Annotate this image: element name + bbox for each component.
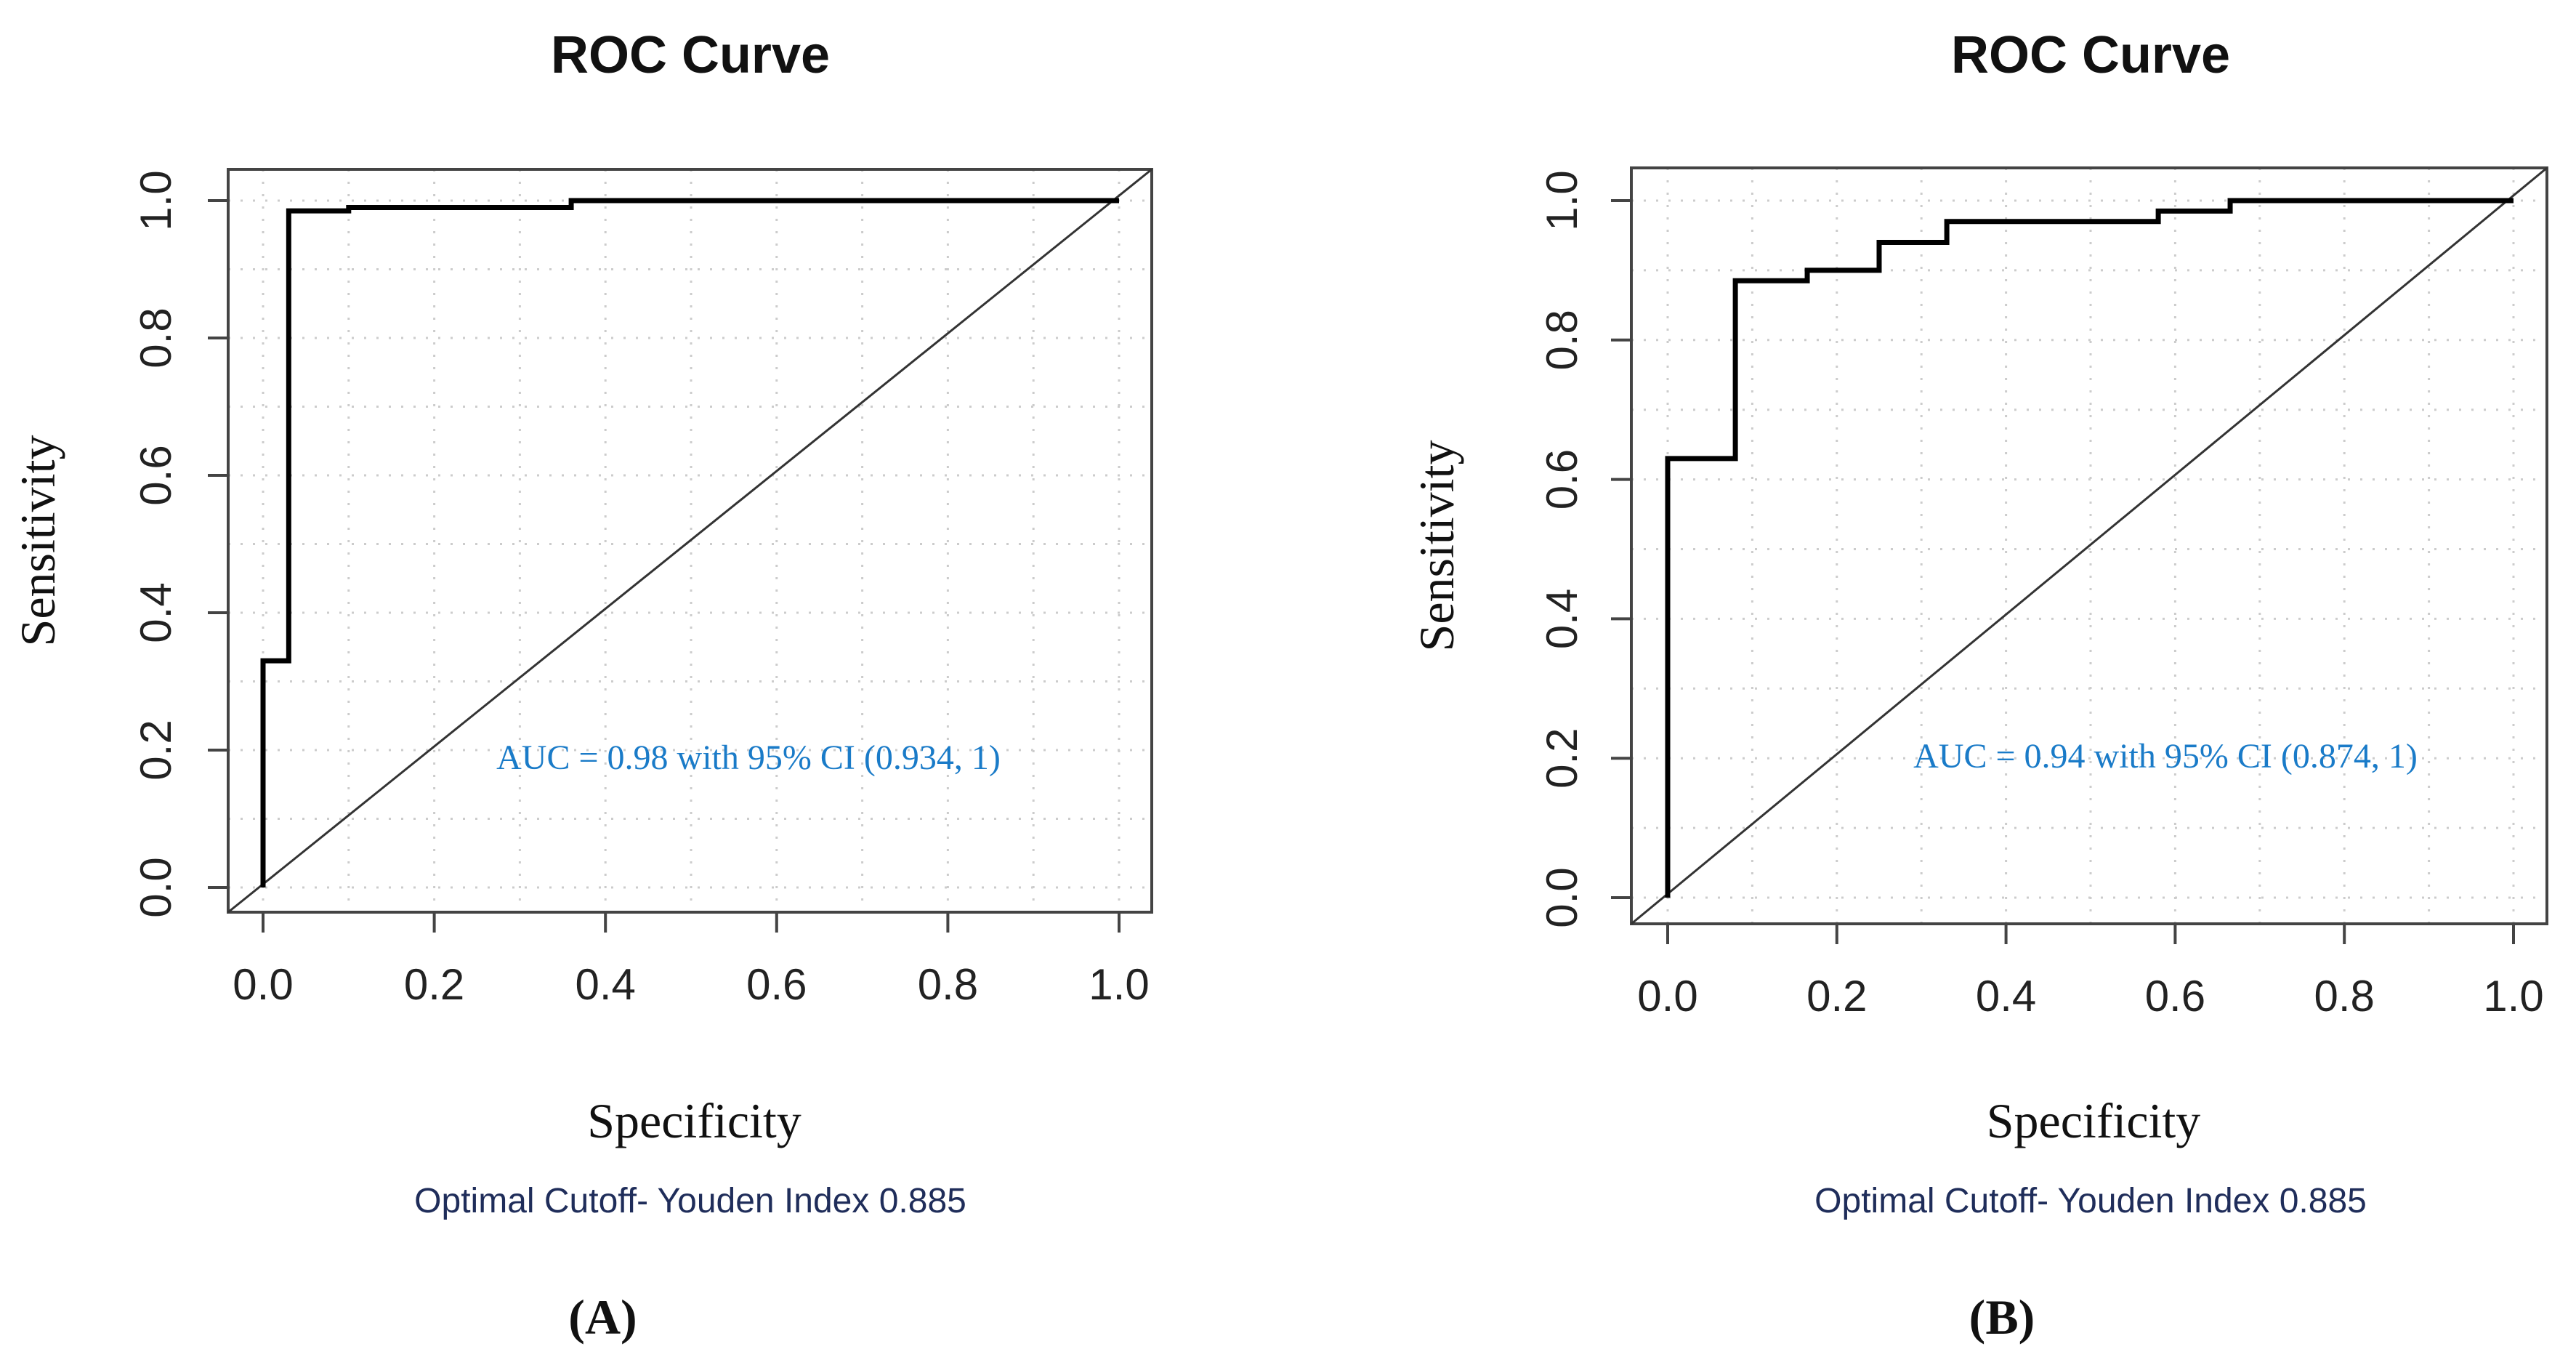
- plot-frame: [1630, 166, 2548, 925]
- x-tick-label: 0.8: [2314, 972, 2374, 1020]
- y-tick-label: 0.6: [132, 445, 180, 505]
- x-tick-label: 0.0: [233, 960, 293, 1009]
- roc-panel-a: 0.0 0.2 0.4 0.6 0.8 1.0 0.0 0.2 0.4 0.6 0.8 1.0 ROC …: [10, 26, 1153, 1345]
- y-tick-label: 0.8: [132, 307, 180, 368]
- roc-panel-b: 0.0 0.2 0.4 0.6 0.8 1.0 0.0 0.2 0.4 0.6 0.8 1.0 ROC …: [1409, 26, 2548, 1345]
- x-tick-label: 0.4: [575, 960, 635, 1009]
- chart-title: ROC Curve: [1951, 26, 2230, 84]
- youden-footnote: Optimal Cutoff- Youden Index 0.885: [414, 1182, 966, 1220]
- x-tick-label: 0.6: [2145, 972, 2205, 1020]
- y-tick-label: 1.0: [1538, 170, 1586, 230]
- y-tick-label: 0.4: [1538, 589, 1586, 649]
- x-tick-label: 0.2: [1806, 972, 1867, 1020]
- panel-label: (B): [1969, 1289, 2035, 1345]
- x-tick-label: 1.0: [2483, 972, 2543, 1020]
- roc-curve-line: [1665, 198, 2514, 898]
- y-tick-label: 0.6: [1538, 449, 1586, 510]
- x-axis-label: Specificity: [1987, 1093, 2201, 1148]
- y-tick-label: 0.2: [1538, 728, 1586, 788]
- x-tick-label: 0.6: [746, 960, 807, 1009]
- roc-curve-line: [260, 198, 1119, 887]
- x-tick-label: 0.0: [1637, 972, 1697, 1020]
- y-tick-label: 0.0: [1538, 867, 1586, 927]
- auc-annotation: AUC = 0.94 with 95% CI (0.874, 1): [1913, 737, 2418, 776]
- y-axis-label: Sensitivity: [10, 435, 65, 647]
- chart-title: ROC Curve: [551, 26, 830, 84]
- x-axis-label: Specificity: [587, 1093, 802, 1148]
- x-tick-label: 0.8: [918, 960, 978, 1009]
- youden-footnote: Optimal Cutoff- Youden Index 0.885: [1814, 1182, 2367, 1220]
- x-tick-label: 0.2: [404, 960, 464, 1009]
- x-tick-label: 1.0: [1089, 960, 1149, 1009]
- y-tick-label: 0.2: [132, 720, 180, 780]
- y-axis-label: Sensitivity: [1409, 440, 1464, 652]
- x-tick-label: 0.4: [1976, 972, 2036, 1020]
- y-tick-label: 0.8: [1538, 310, 1586, 370]
- plot-frame: [227, 168, 1153, 914]
- y-tick-label: 1.0: [132, 170, 180, 230]
- y-tick-label: 0.4: [132, 582, 180, 643]
- reference-diagonal-line: [227, 168, 1152, 914]
- y-tick-label: 0.0: [132, 857, 180, 917]
- reference-diagonal-line: [1631, 166, 2548, 925]
- auc-annotation: AUC = 0.98 with 95% CI (0.934, 1): [496, 738, 1001, 777]
- panel-label: (A): [568, 1289, 637, 1345]
